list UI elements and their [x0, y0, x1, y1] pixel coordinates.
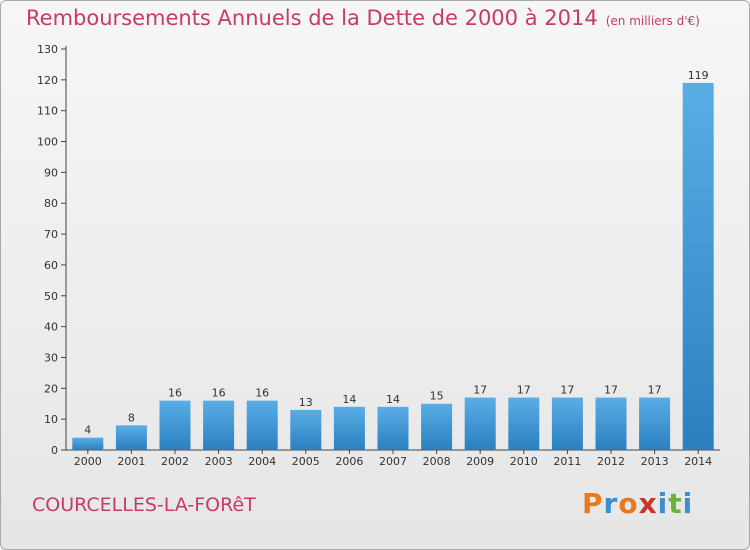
logo-letter: i [682, 487, 694, 520]
data-label: 17 [648, 384, 662, 397]
y-tick-label: 90 [44, 166, 58, 179]
y-tick-label: 10 [44, 413, 58, 426]
logo-letter: t [668, 487, 683, 520]
y-tick-label: 70 [44, 228, 58, 241]
title-text: Remboursements Annuels de la Dette de 20… [26, 6, 598, 30]
bar-2006 [333, 406, 365, 450]
logo-letter: r [603, 487, 619, 520]
data-label: 16 [168, 387, 182, 400]
y-tick-label: 30 [44, 351, 58, 364]
logo-letter: i [657, 487, 669, 520]
commune-name: COURCELLES-LA-FORêT [32, 494, 256, 516]
proxiti-logo: Proxiti [582, 487, 693, 520]
data-label: 16 [255, 387, 269, 400]
bar-2004 [246, 400, 278, 450]
logo-letter: P [582, 487, 604, 520]
data-label: 17 [517, 384, 531, 397]
chart-bars [72, 82, 714, 450]
bar-2000 [72, 437, 104, 450]
x-tick-label: 2001 [117, 455, 145, 468]
bar-2010 [508, 397, 540, 450]
y-tick-label: 50 [44, 290, 58, 303]
bar-2007 [377, 406, 409, 450]
chart-title: Remboursements Annuels de la Dette de 20… [26, 6, 700, 30]
x-tick-label: 2007 [379, 455, 407, 468]
bar-2012 [595, 397, 627, 450]
data-label: 14 [386, 393, 400, 406]
x-tick-label: 2013 [641, 455, 669, 468]
x-tick-label: 2005 [292, 455, 320, 468]
data-label: 13 [299, 396, 313, 409]
data-label: 17 [560, 384, 574, 397]
x-tick-label: 2006 [335, 455, 363, 468]
y-tick-label: 130 [37, 43, 58, 56]
data-label: 17 [604, 384, 618, 397]
y-tick-label: 40 [44, 321, 58, 334]
y-tick-label: 100 [37, 136, 58, 149]
bar-2003 [203, 400, 235, 450]
x-tick-label: 2008 [423, 455, 451, 468]
bar-2014 [682, 82, 714, 450]
x-tick-label: 2000 [74, 455, 102, 468]
y-tick-label: 60 [44, 259, 58, 272]
data-label: 14 [342, 393, 356, 406]
y-tick-label: 20 [44, 382, 58, 395]
y-tick-label: 0 [51, 444, 58, 457]
data-label: 4 [84, 424, 91, 437]
y-tick-label: 80 [44, 197, 58, 210]
bar-2011 [551, 397, 583, 450]
data-label: 8 [128, 411, 135, 424]
x-tick-label: 2004 [248, 455, 276, 468]
bar-2001 [115, 425, 147, 450]
bar-2013 [639, 397, 671, 450]
x-tick-label: 2011 [553, 455, 581, 468]
x-tick-label: 2012 [597, 455, 625, 468]
logo-letter: o [618, 487, 639, 520]
y-tick-label: 120 [37, 74, 58, 87]
x-tick-label: 2009 [466, 455, 494, 468]
y-tick-label: 110 [37, 105, 58, 118]
x-tick-label: 2010 [510, 455, 538, 468]
data-label: 15 [430, 390, 444, 403]
bar-2008 [421, 403, 453, 450]
x-tick-label: 2003 [205, 455, 233, 468]
bar-2009 [464, 397, 496, 450]
x-tick-label: 2014 [684, 455, 712, 468]
data-label: 17 [473, 384, 487, 397]
x-tick-label: 2002 [161, 455, 189, 468]
data-label: 16 [212, 387, 226, 400]
logo-letter: x [638, 487, 658, 520]
chart-data-labels: 4 8 16 16 16 13 14 14 15 17 17 17 17 17 119 [84, 69, 708, 437]
unit-label: (en milliers d'€) [605, 14, 700, 28]
bar-2005 [290, 409, 322, 450]
bar-2002 [159, 400, 191, 450]
data-label: 119 [688, 69, 709, 82]
